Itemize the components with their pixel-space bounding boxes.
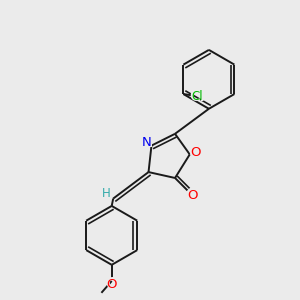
Text: O: O — [190, 146, 200, 159]
Text: H: H — [102, 187, 111, 200]
Text: O: O — [105, 277, 119, 292]
Text: O: O — [187, 188, 197, 202]
Text: O: O — [185, 188, 199, 202]
Text: Cl: Cl — [191, 90, 203, 103]
Text: O: O — [106, 278, 117, 291]
Text: N: N — [141, 136, 151, 149]
Text: N: N — [140, 135, 153, 150]
Text: Cl: Cl — [189, 89, 205, 104]
Text: H: H — [100, 186, 113, 201]
Text: O: O — [188, 145, 202, 160]
